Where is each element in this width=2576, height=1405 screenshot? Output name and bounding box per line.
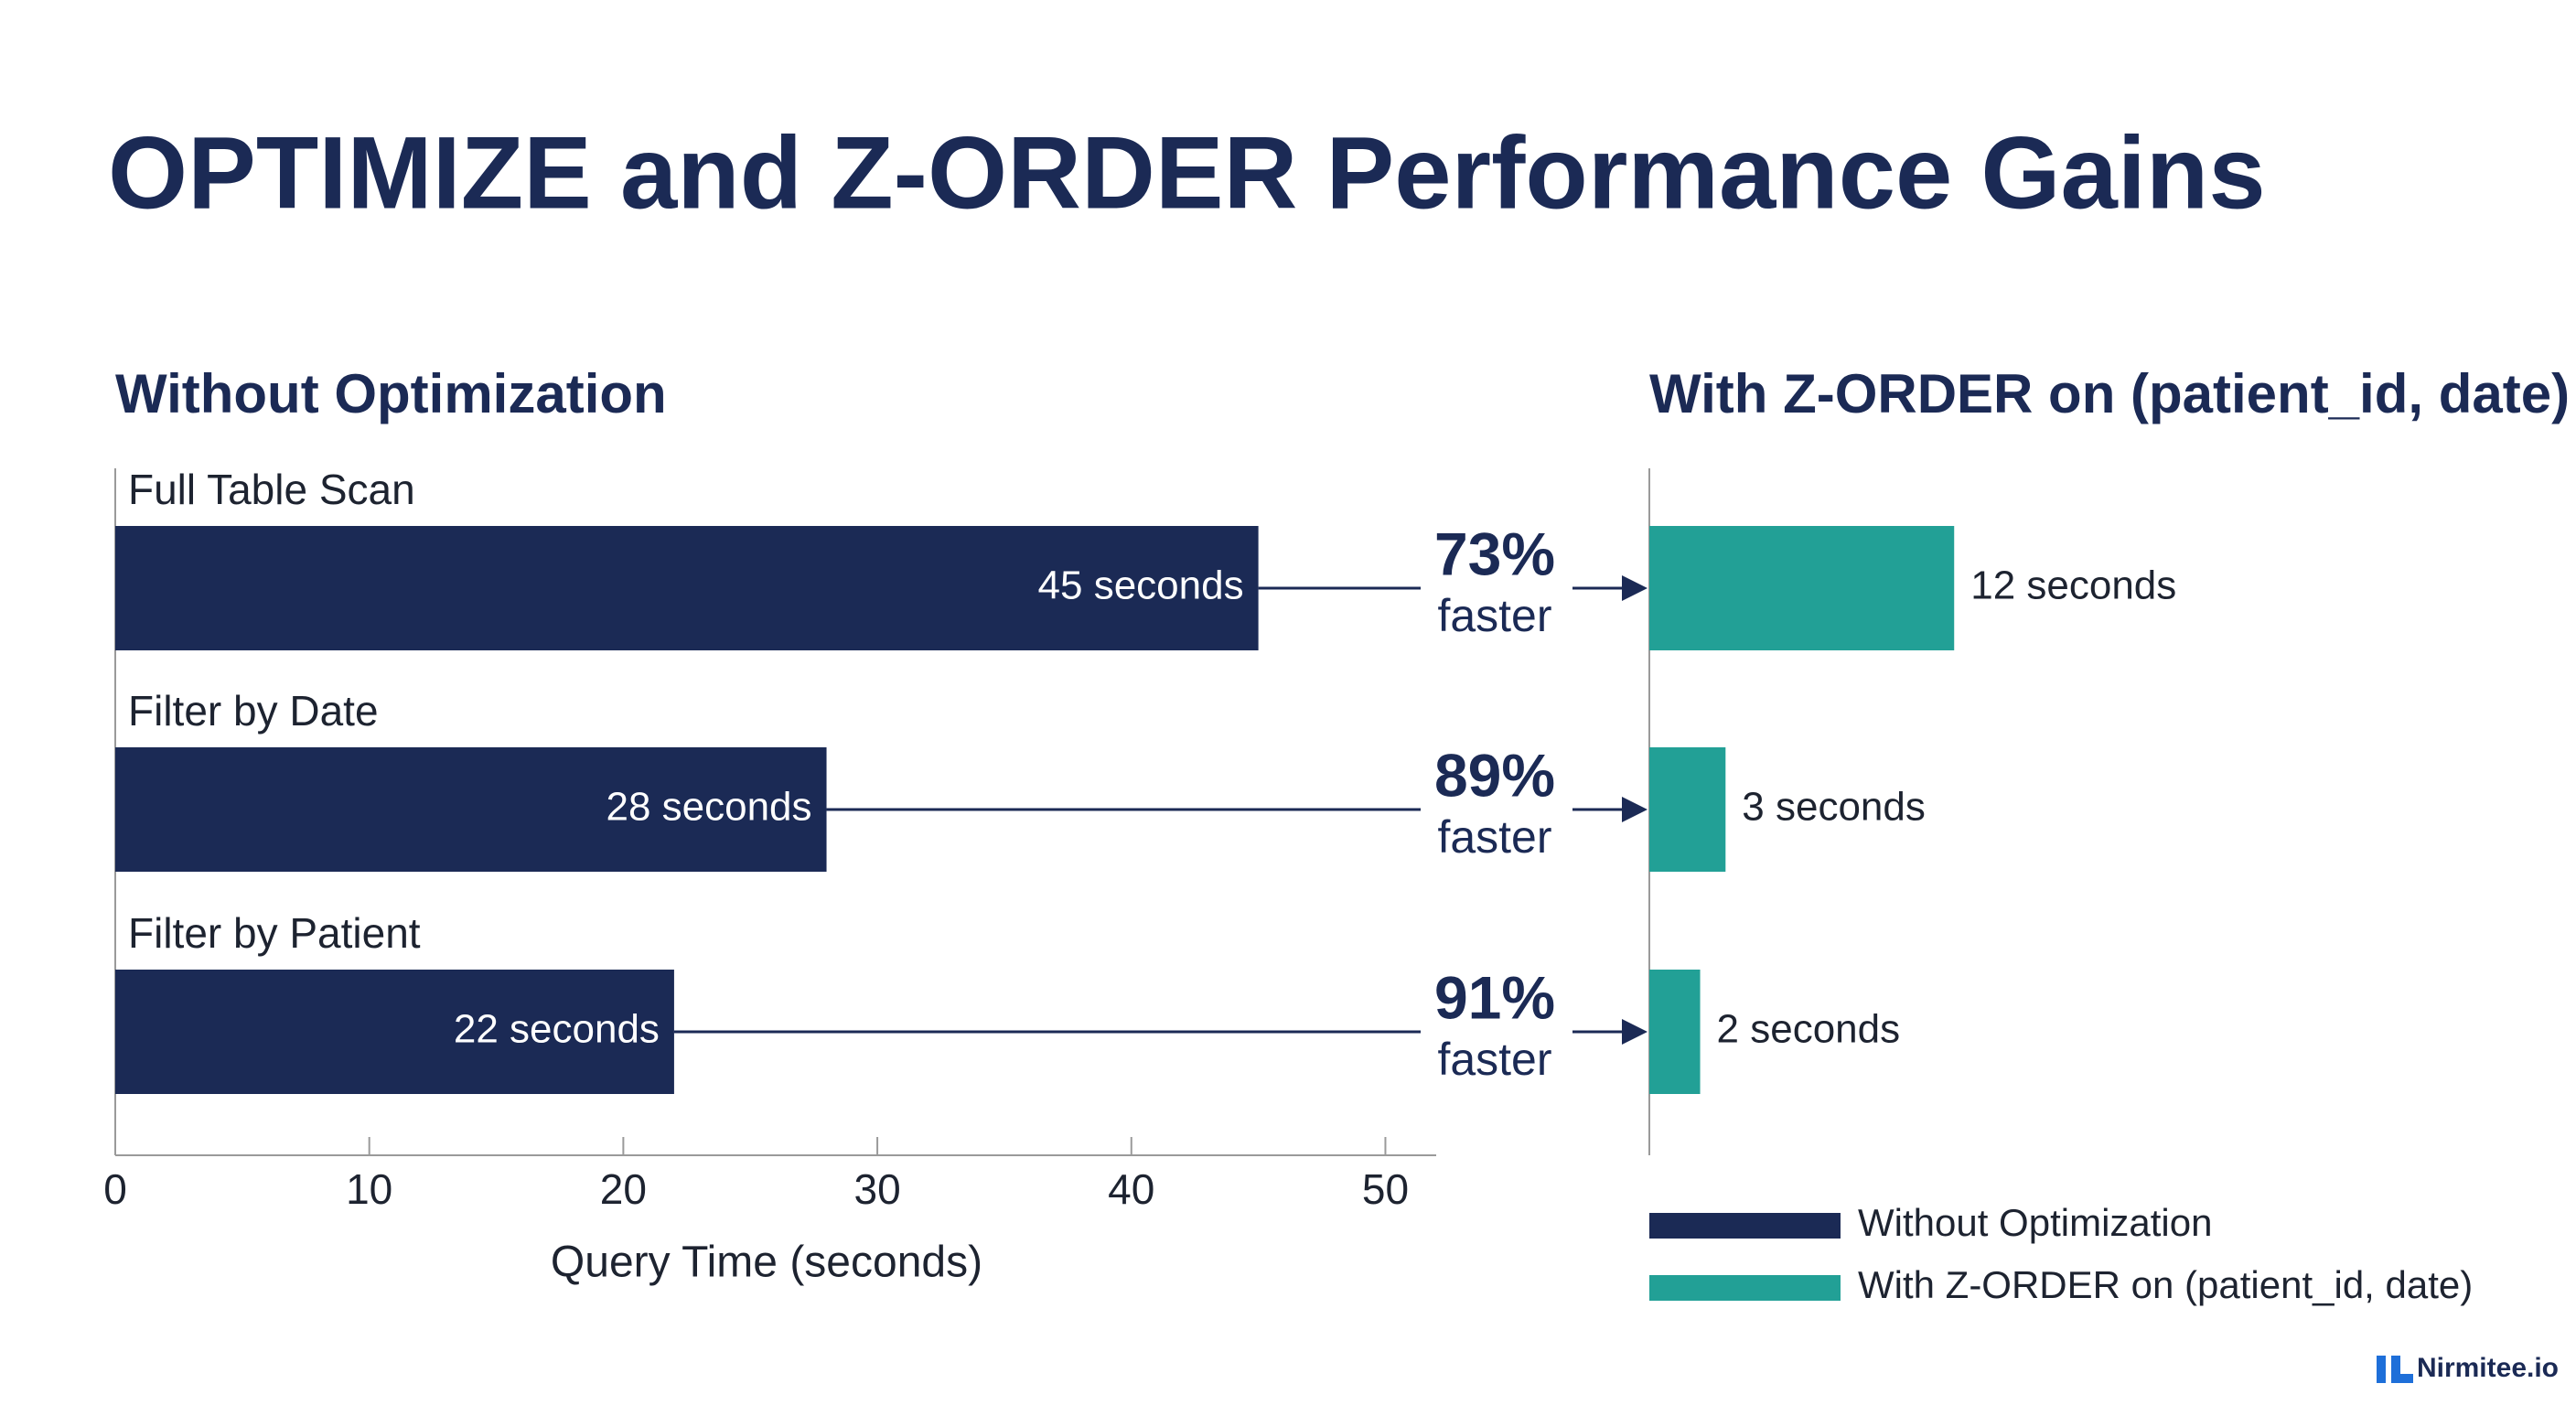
x-tick-label: 50 — [1362, 1165, 1409, 1213]
bar — [115, 970, 674, 1094]
legend-label: Without Optimization — [1858, 1201, 2212, 1244]
bar — [115, 526, 1259, 650]
x-tick-label: 40 — [1108, 1165, 1154, 1213]
logo-bar — [2377, 1356, 2386, 1383]
legend-swatch — [1649, 1275, 1841, 1301]
arrow-head — [1622, 797, 1648, 822]
value-label: 3 seconds — [1742, 785, 1926, 830]
watermark: Nirmitee.io — [2417, 1353, 2559, 1383]
improvement-label: 91% — [1434, 963, 1555, 1031]
x-tick-label: 20 — [600, 1165, 647, 1213]
watermark-logo — [2377, 1356, 2413, 1383]
legend-swatch — [1649, 1213, 1841, 1239]
bar — [1649, 526, 1955, 650]
x-tick-label: 10 — [346, 1165, 392, 1213]
chart-title: OPTIMIZE and Z-ORDER Performance Gains — [108, 116, 2266, 231]
bar — [115, 747, 827, 872]
category-label: Full Table Scan — [128, 466, 415, 513]
arrow-head — [1622, 1019, 1648, 1045]
x-tick-label: 0 — [103, 1165, 127, 1213]
panel-title: Without Optimization — [115, 363, 667, 424]
value-label: 2 seconds — [1717, 1007, 1901, 1052]
arrow-head — [1622, 575, 1648, 601]
category-label: Filter by Patient — [128, 909, 421, 957]
logo-bar — [2391, 1356, 2400, 1383]
x-tick-label: 30 — [853, 1165, 900, 1213]
improvement-text: faster — [1437, 811, 1551, 863]
value-label: 12 seconds — [1970, 563, 2176, 608]
value-label: 45 seconds — [1038, 563, 1244, 608]
panel-title: With Z-ORDER on (patient_id, date) — [1649, 363, 2570, 424]
improvement-label: 73% — [1434, 520, 1555, 587]
category-label: Filter by Date — [128, 687, 379, 735]
bar — [1649, 747, 1726, 872]
improvement-text: faster — [1437, 590, 1551, 641]
x-axis-label: Query Time (seconds) — [551, 1239, 982, 1287]
improvement-text: faster — [1437, 1034, 1551, 1085]
bar — [1649, 970, 1701, 1094]
logo-bar — [2391, 1374, 2413, 1383]
value-label: 22 seconds — [454, 1007, 660, 1052]
improvement-label: 89% — [1434, 741, 1555, 809]
value-label: 28 seconds — [606, 785, 811, 830]
legend-label: With Z-ORDER on (patient_id, date) — [1858, 1263, 2473, 1306]
